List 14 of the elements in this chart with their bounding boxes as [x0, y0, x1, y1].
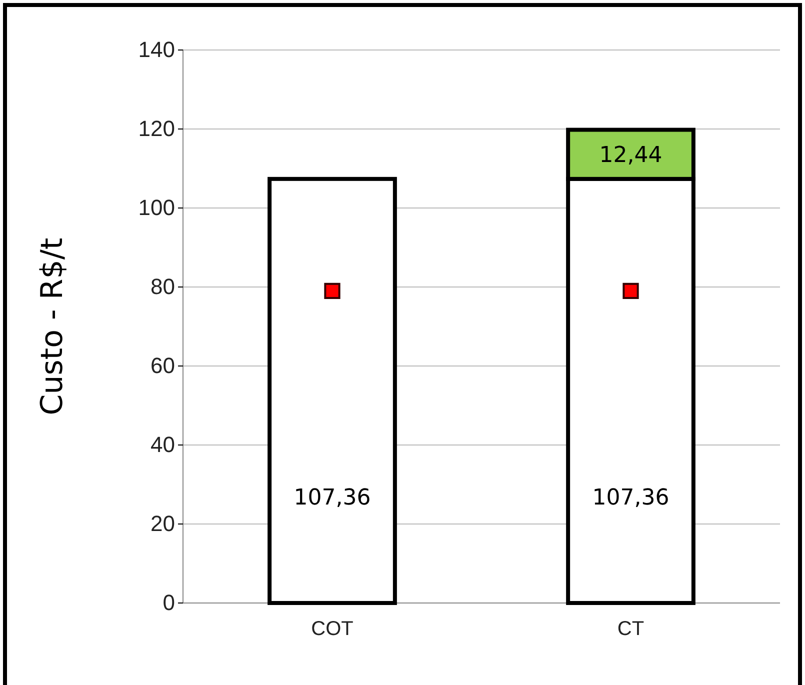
y-tick-label: 120 — [138, 116, 175, 142]
x-tick-label: COT — [311, 618, 354, 640]
y-tick-label: 0 — [162, 590, 175, 616]
y-tick-label: 140 — [138, 37, 175, 62]
data-label: 107,36 — [592, 486, 670, 511]
y-tick-label: 60 — [150, 353, 175, 378]
x-tick-label: CT — [617, 618, 644, 640]
y-tick-label: 100 — [138, 195, 175, 220]
y-tick-label: 20 — [150, 511, 175, 536]
y-axis-title: Custo - R$/t — [35, 238, 70, 416]
y-tick-label: 80 — [150, 274, 175, 300]
data-label: 12,44 — [599, 143, 662, 168]
y-tick-label: 40 — [150, 432, 175, 458]
data-label: 107,36 — [294, 486, 371, 511]
